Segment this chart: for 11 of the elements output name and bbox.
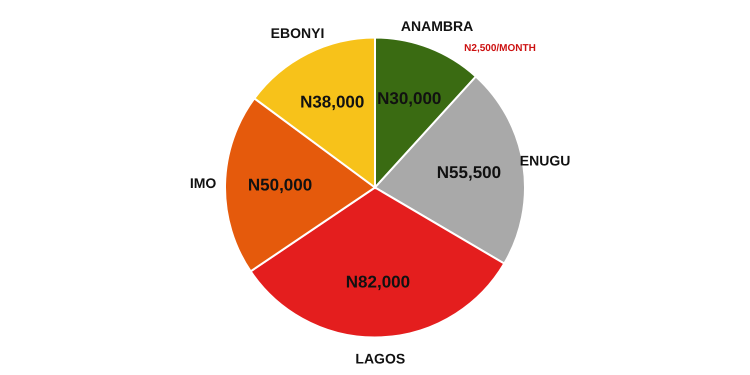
slice-label: IMO	[190, 174, 216, 191]
slice-label: ENUGU	[520, 152, 570, 169]
data-label: N38,000	[300, 92, 364, 112]
data-label: N82,000	[346, 272, 410, 292]
slice-label: EBONYI	[270, 24, 324, 41]
slice-label: LAGOS	[355, 350, 406, 366]
slice-label: ANAMBRA	[400, 18, 474, 34]
data-label: N55,500	[436, 163, 502, 182]
data-label: N50,000	[248, 175, 312, 194]
text: N2,500/MONTH	[464, 43, 536, 54]
data-label: N30,000	[377, 88, 442, 108]
